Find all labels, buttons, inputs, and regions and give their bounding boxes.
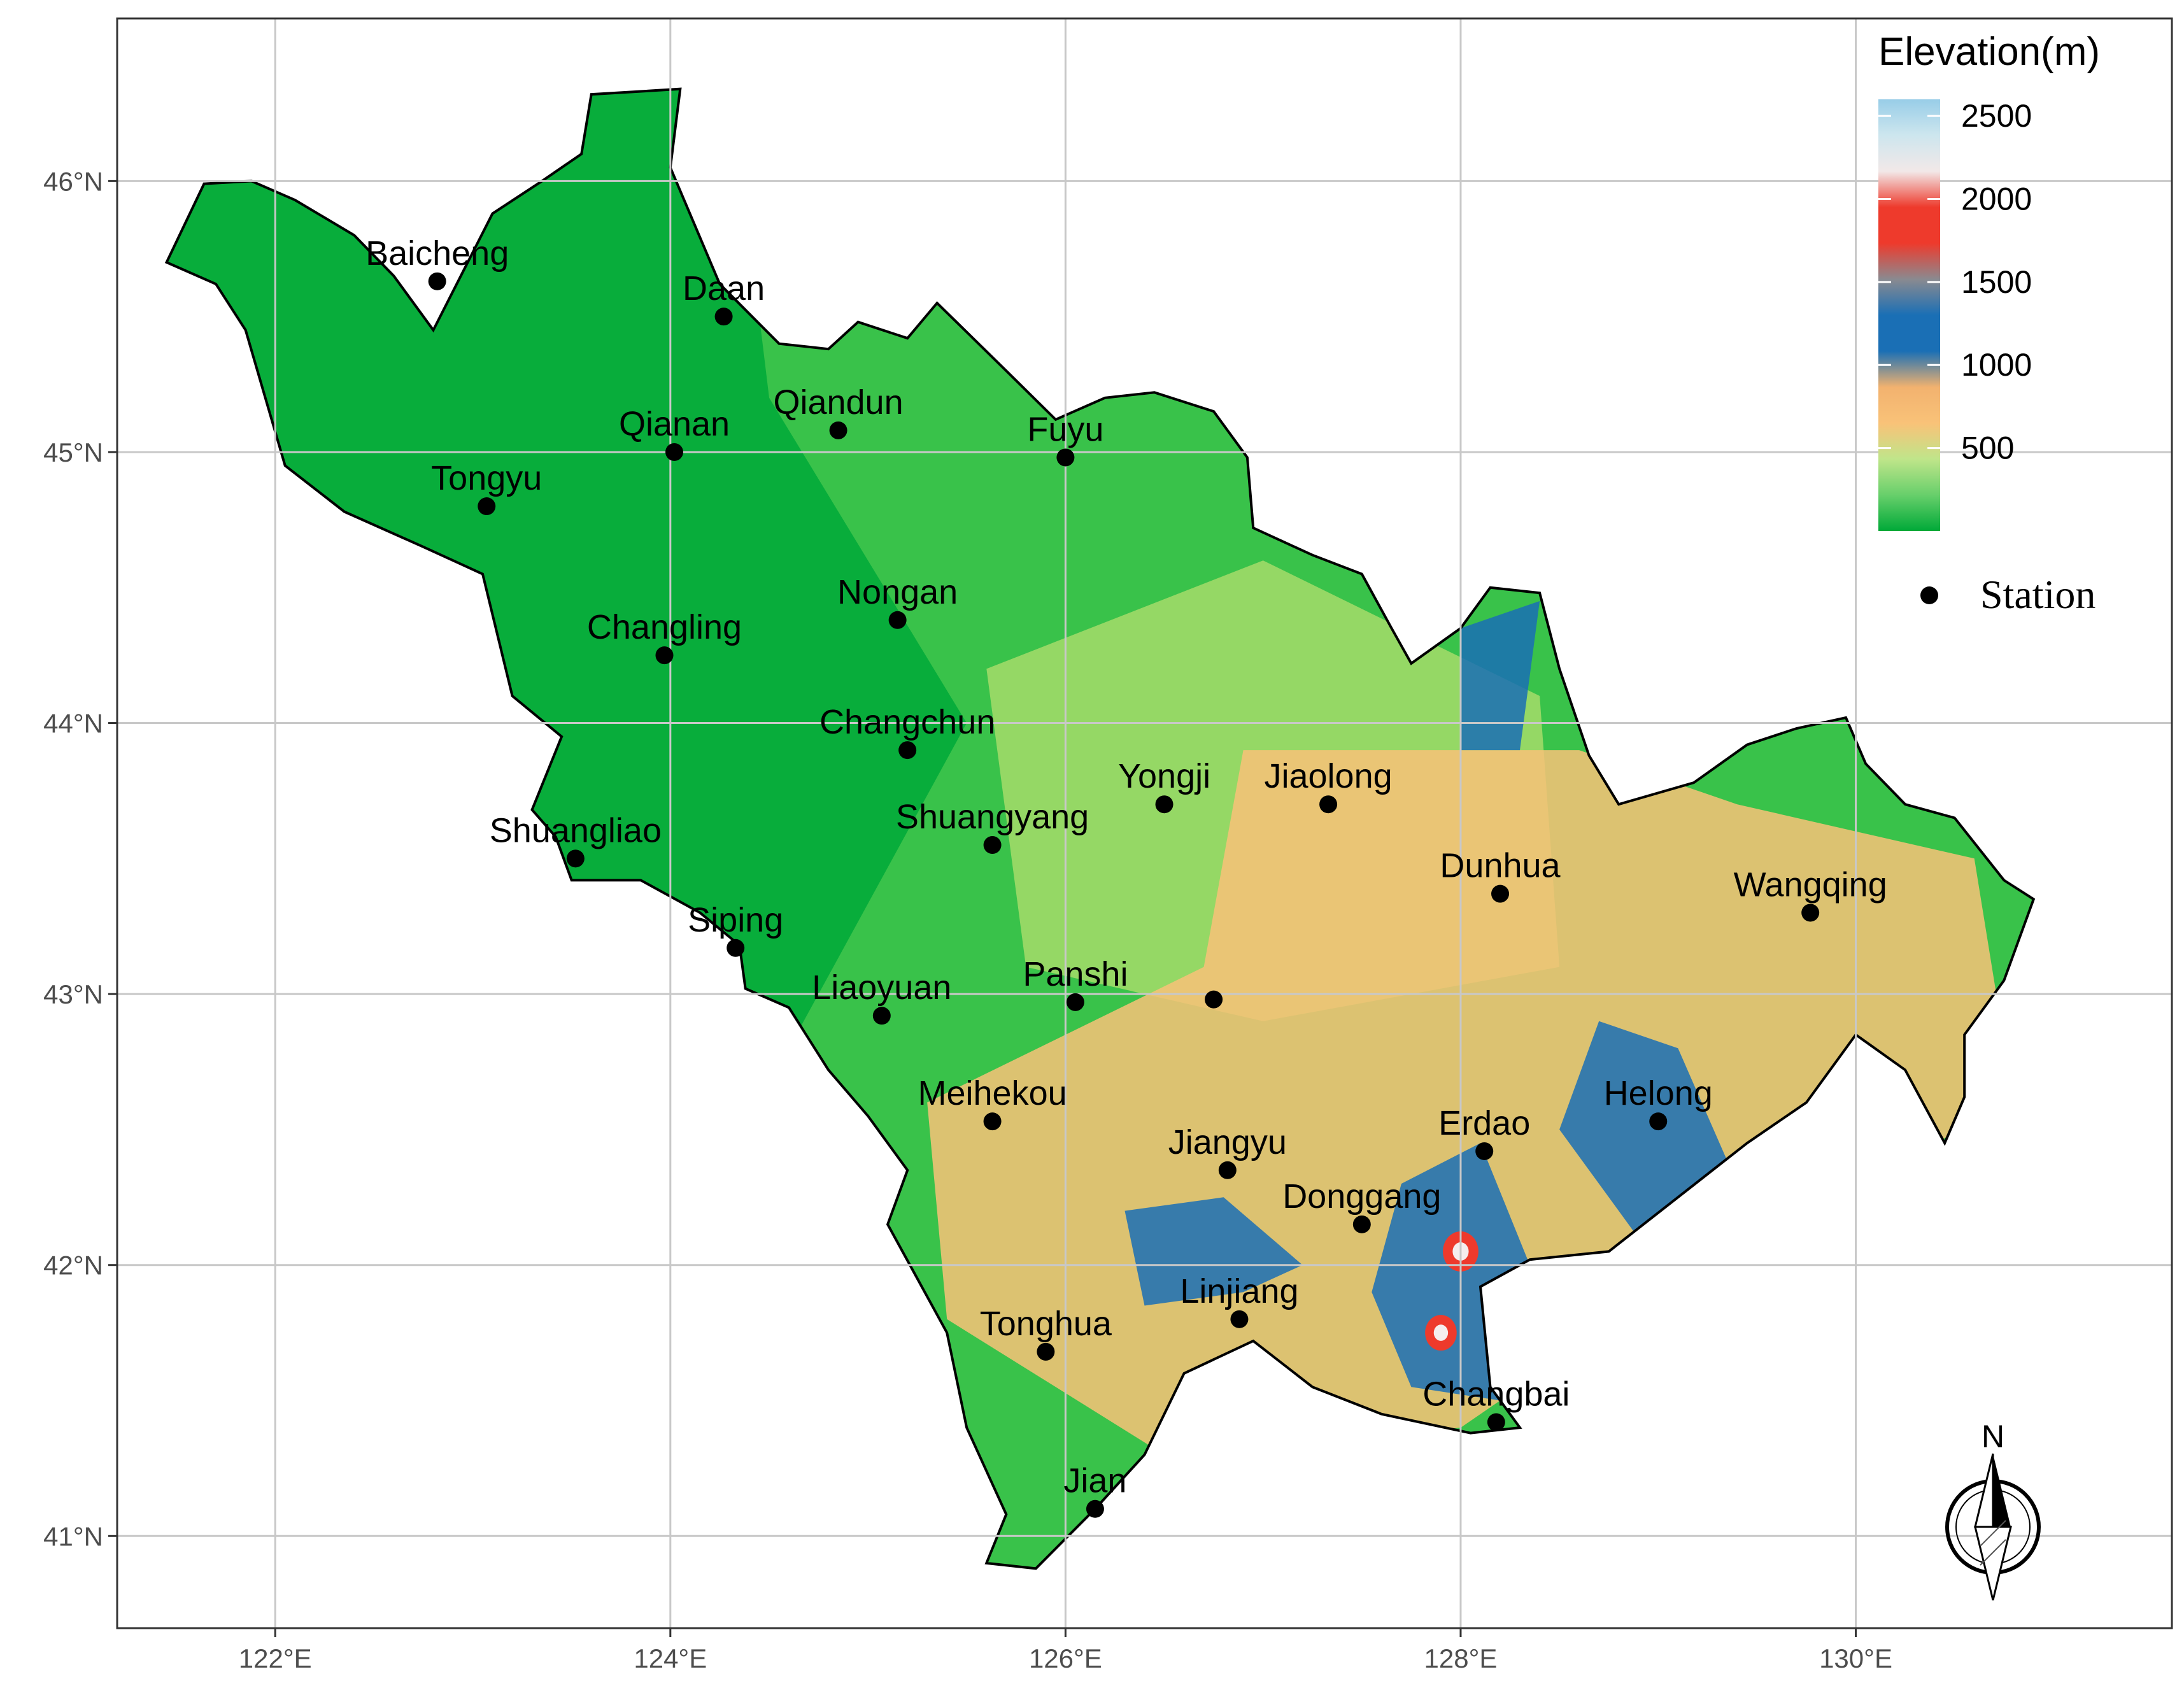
station-marker [665,443,684,461]
x-tick-label: 130°E [1819,1643,1892,1673]
y-tick-label: 45°N [43,437,103,467]
station-label: Daan [683,269,765,308]
station-label: Baicheng [365,234,509,273]
station-label: Nongan [837,573,958,611]
station-label: Helong [1604,1074,1713,1112]
station-label: Erdao [1438,1104,1530,1142]
compass-hatch-icon [1980,1539,2006,1566]
station-marker [1475,1142,1494,1160]
south-arrow-icon [1974,1526,2012,1601]
station-marker [1086,1500,1104,1518]
station-marker [1491,884,1510,903]
legend-ticks: 500 1000 1500 2000 2500 [1878,98,2032,466]
station-marker [1352,1215,1371,1233]
station-marker [1155,795,1174,814]
station-label: Changbai [1422,1375,1570,1414]
north-arrow-label: N [1982,1419,2004,1454]
north-arrow-right-icon [1993,1454,2011,1527]
station-label: Jian [1063,1462,1126,1500]
legend-tick-label: 1000 [1961,347,2032,383]
station-label: Liaoyuan [812,968,951,1007]
station-label: Tongyu [431,459,542,497]
station-label: Jiangyu [1168,1123,1287,1161]
legend: Elevation(m) 500 1000 1500 2000 2500 Station [1878,30,2100,617]
x-axis: 122°E 124°E 126°E 128°E 130°E [239,1628,1892,1673]
station-label: Siping [688,901,783,939]
station-marker [983,1112,1002,1131]
station-marker [1319,795,1338,814]
y-tick-label: 43°N [43,979,103,1009]
legend-colorbar [1878,99,1940,531]
y-tick-label: 46°N [43,166,103,196]
station-label: Tonghua [980,1305,1112,1343]
station-label: Shuangyang [896,798,1089,836]
legend-station-symbol [1920,586,1938,604]
station-marker [727,939,745,957]
jilin-boundary [164,87,2036,1570]
x-tick-label: 128°E [1424,1643,1498,1673]
y-axis: 41°N 42°N 43°N 44°N 45°N 46°N [43,166,117,1551]
station-marker [428,272,446,290]
station-marker [1801,904,1820,922]
station-marker [1066,993,1084,1011]
station-label: Meihekou [918,1074,1067,1112]
station-label: Yongji [1118,757,1210,795]
south-ridges [1124,1197,1303,1306]
x-tick-label: 124°E [634,1643,707,1673]
station-marker [1205,990,1223,1009]
legend-title: Elevation(m) [1878,30,2100,74]
x-tick-label: 126°E [1029,1643,1102,1673]
x-tick-label: 122°E [239,1643,312,1673]
stations: Baicheng Daan Qiandun Qianan Fuyu Tongyu Nonga… [365,234,1887,1518]
legend-tick-label: 1500 [1961,264,2032,300]
station-label: Linjiang [1180,1272,1298,1310]
station-label: Dunhua [1440,847,1561,885]
station-label: Changling [587,608,742,646]
dunhua-mountains [1461,601,1540,751]
summit-2 [1433,1324,1449,1341]
station-marker [655,646,674,665]
station-label: Fuyu [1027,410,1103,448]
panel-border [116,17,2173,1629]
north-arrow: N [1945,1419,2041,1601]
station-label: Changchun [819,703,995,741]
station-label: Qiandun [773,383,903,422]
station-marker [872,1007,891,1025]
station-label: Panshi [1023,955,1128,993]
station-marker [714,308,733,326]
legend-station-label: Station [1980,572,2095,617]
y-tick-label: 41°N [43,1521,103,1551]
station-marker [1218,1161,1237,1179]
y-tick-label: 42°N [43,1251,103,1280]
station-marker [1037,1342,1055,1361]
station-label: Wangqing [1734,865,1887,904]
helong-mountains [1559,1021,1738,1238]
station-marker [888,611,907,629]
graticule [117,18,2172,1628]
station-label: Shuangliao [490,811,662,849]
station-label: Qianan [619,405,730,443]
station-label: Jiaolong [1264,757,1392,795]
station-marker [1230,1310,1249,1328]
station-marker [566,849,585,868]
compass-hatch-icon [1980,1520,2006,1547]
legend-tick-label: 2500 [1961,98,2032,134]
station-marker [1487,1413,1505,1431]
station-marker [898,741,917,760]
station-marker [1056,448,1075,467]
station-marker [983,836,1002,855]
station-marker [829,421,847,439]
y-tick-label: 44°N [43,709,103,739]
station-marker [1649,1112,1668,1131]
station-marker [478,497,496,516]
legend-tick-label: 2000 [1961,181,2032,216]
legend-tick-label: 500 [1961,430,2014,466]
station-label: Donggang [1282,1177,1441,1216]
